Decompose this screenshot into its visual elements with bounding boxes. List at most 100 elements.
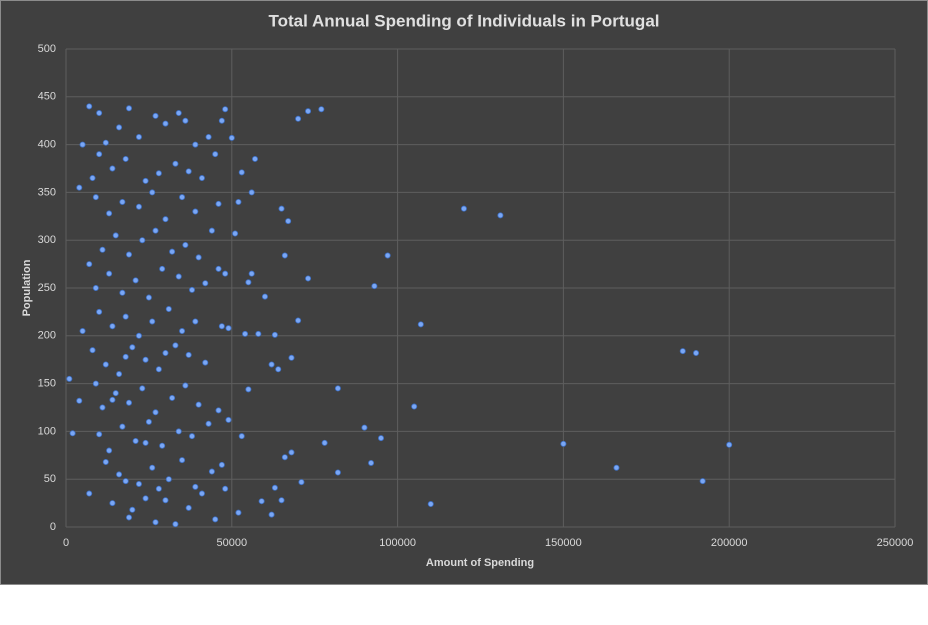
y-tick-label: 350 — [38, 186, 56, 198]
data-point — [195, 401, 202, 408]
x-tick-label: 50000 — [217, 537, 248, 549]
data-point — [192, 208, 199, 215]
data-point — [89, 347, 96, 354]
data-point — [116, 471, 123, 478]
chart-title: Total Annual Spending of Individuals in … — [269, 11, 660, 30]
data-point — [225, 325, 232, 332]
data-point — [129, 344, 136, 351]
x-axis-label: Amount of Spending — [426, 557, 534, 569]
data-point — [135, 133, 142, 140]
data-point — [248, 189, 255, 196]
data-point — [378, 435, 385, 442]
data-point — [185, 351, 192, 358]
data-point — [225, 416, 232, 423]
data-point — [318, 106, 325, 113]
y-axis-label: Population — [21, 259, 33, 316]
data-point — [119, 198, 126, 205]
data-point — [102, 458, 109, 465]
data-point — [112, 232, 119, 239]
data-point — [152, 112, 159, 119]
data-point — [172, 342, 179, 349]
data-point — [460, 205, 467, 212]
data-point — [155, 485, 162, 492]
data-point — [613, 464, 620, 471]
data-point — [159, 265, 166, 272]
data-point — [192, 318, 199, 325]
data-point — [255, 330, 262, 337]
data-point — [185, 504, 192, 511]
data-point — [195, 254, 202, 261]
data-point — [142, 356, 149, 363]
data-point — [222, 106, 229, 113]
data-point — [66, 375, 73, 382]
data-point — [334, 385, 341, 392]
data-point — [179, 194, 186, 201]
data-point — [116, 371, 123, 378]
data-point — [371, 283, 378, 290]
data-point — [122, 353, 129, 360]
data-point — [242, 330, 249, 337]
data-point — [268, 361, 275, 368]
data-point — [152, 519, 159, 526]
data-point — [169, 248, 176, 255]
data-point — [699, 478, 706, 485]
data-point — [679, 348, 686, 355]
data-point — [165, 306, 172, 313]
data-point — [132, 437, 139, 444]
data-point — [275, 366, 282, 373]
data-point — [238, 433, 245, 440]
data-point — [179, 328, 186, 335]
data-point — [96, 151, 103, 158]
data-point — [149, 189, 156, 196]
data-point — [106, 447, 113, 454]
data-point — [693, 350, 700, 357]
data-point — [92, 284, 99, 291]
data-point — [218, 117, 225, 124]
data-point — [245, 386, 252, 393]
data-point — [116, 124, 123, 131]
data-point — [182, 382, 189, 389]
data-point — [271, 331, 278, 338]
data-point — [129, 506, 136, 513]
data-point — [175, 110, 182, 117]
data-point — [142, 177, 149, 184]
data-point — [155, 170, 162, 177]
data-point — [384, 252, 391, 259]
data-point — [185, 168, 192, 175]
data-point — [368, 459, 375, 466]
data-point — [321, 439, 328, 446]
data-point — [162, 120, 169, 127]
data-point — [142, 495, 149, 502]
data-point — [109, 165, 116, 172]
data-point — [96, 431, 103, 438]
data-point — [145, 418, 152, 425]
data-point — [76, 184, 83, 191]
data-point — [215, 200, 222, 207]
data-point — [126, 105, 133, 112]
data-point — [228, 134, 235, 141]
data-point — [208, 227, 215, 234]
data-point — [106, 210, 113, 217]
data-point — [278, 205, 285, 212]
y-tick-label: 300 — [38, 234, 56, 246]
data-point — [109, 500, 116, 507]
data-point — [172, 160, 179, 167]
data-point — [135, 332, 142, 339]
data-point — [235, 509, 242, 516]
data-point — [218, 461, 225, 468]
data-point — [135, 203, 142, 210]
y-tick-label: 50 — [44, 473, 56, 485]
data-point — [162, 350, 169, 357]
data-point — [122, 313, 129, 320]
data-point — [427, 501, 434, 508]
data-point — [295, 115, 302, 122]
data-point — [222, 485, 229, 492]
data-point — [222, 270, 229, 277]
data-point — [92, 380, 99, 387]
data-point — [142, 439, 149, 446]
data-point — [102, 361, 109, 368]
data-point — [305, 108, 312, 115]
data-point — [212, 151, 219, 158]
data-point — [245, 279, 252, 286]
data-point — [281, 454, 288, 461]
